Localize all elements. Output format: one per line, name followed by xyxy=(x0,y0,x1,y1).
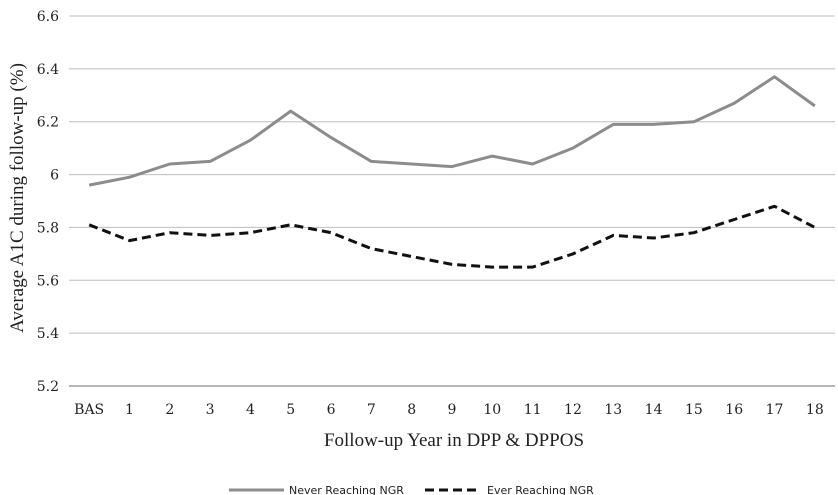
x-axis-tick-labels: BAS 1 2 3 4 5 6 7 8 9 10 11 12 13 14 15 16 17 18 xyxy=(74,402,824,418)
x-tick-label: 11 xyxy=(524,402,542,418)
legend: Never Reaching NGR Ever Reaching NGR xyxy=(229,484,594,495)
x-tick-label: 2 xyxy=(165,402,174,418)
x-tick-label: 18 xyxy=(806,402,824,418)
x-tick-label: 16 xyxy=(725,402,743,418)
y-tick-label: 5.4 xyxy=(37,326,59,342)
y-tick-label: 5.6 xyxy=(37,273,59,289)
legend-label-ever-reaching-ngr: Ever Reaching NGR xyxy=(487,484,594,495)
y-tick-label: 6.6 xyxy=(37,9,59,25)
x-tick-label: 4 xyxy=(246,402,255,418)
x-tick-label: 6 xyxy=(327,402,336,418)
x-tick-label: 14 xyxy=(645,402,663,418)
gridlines xyxy=(69,15,835,387)
x-tick-label: 12 xyxy=(564,402,582,418)
y-tick-label: 5.2 xyxy=(37,379,59,395)
y-tick-label: 6 xyxy=(50,168,59,184)
y-tick-label: 6.4 xyxy=(37,62,59,78)
x-tick-label: 1 xyxy=(125,402,134,418)
x-tick-label: 13 xyxy=(604,402,622,418)
y-tick-label: 5.8 xyxy=(37,220,59,236)
x-axis-title: Follow-up Year in DPP & DPPOS xyxy=(324,430,584,451)
series-line-never-reaching-ngr xyxy=(88,75,816,187)
x-tick-label: 9 xyxy=(448,402,457,418)
x-tick-label: 8 xyxy=(407,402,416,418)
x-tick-label: 3 xyxy=(206,402,215,418)
x-tick-label: 5 xyxy=(286,402,295,418)
x-tick-label: 10 xyxy=(483,402,501,418)
x-tick-label: 15 xyxy=(685,402,703,418)
x-tick-label: 7 xyxy=(367,402,376,418)
y-axis-tick-labels: 5.2 5.4 5.6 5.8 6 6.2 6.4 6.6 xyxy=(37,9,59,395)
series-line-ever-reaching-ngr xyxy=(88,204,816,269)
y-tick-label: 6.2 xyxy=(37,115,59,131)
x-tick-label: 17 xyxy=(766,402,784,418)
legend-label-never-reaching-ngr: Never Reaching NGR xyxy=(289,484,404,495)
y-axis-title: Average A1C during follow-up (%) xyxy=(7,63,28,333)
series-layer xyxy=(88,75,816,269)
x-tick-label: BAS xyxy=(74,402,104,418)
